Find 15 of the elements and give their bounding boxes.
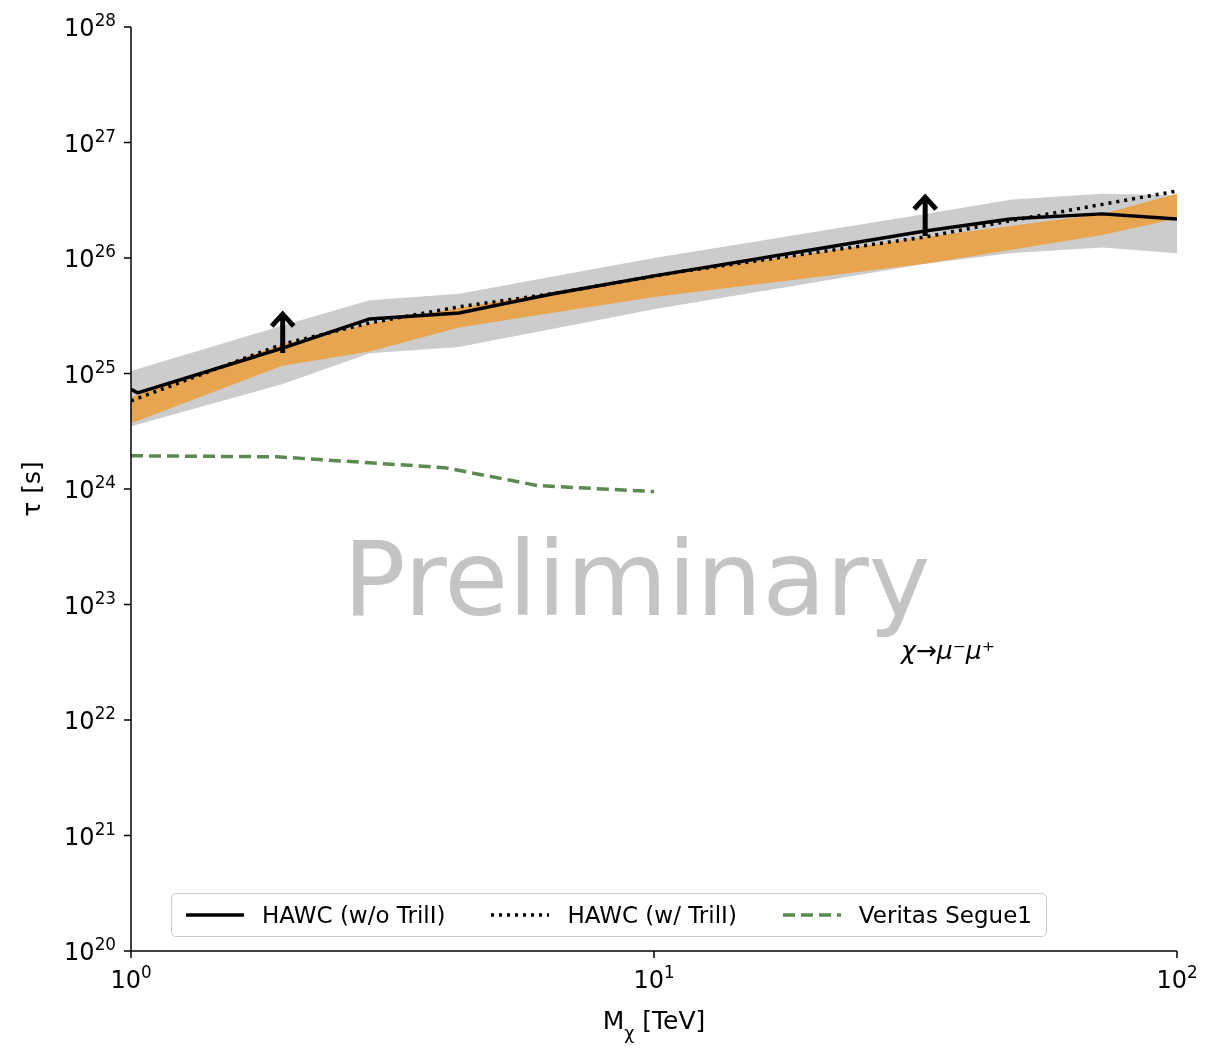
x-tick-label: 10$^{1}$ <box>633 962 675 994</box>
legend-label: Veritas Segue1 <box>858 902 1032 928</box>
x-tick-label: 10$^{2}$ <box>1156 962 1198 994</box>
legend-label: HAWC (w/ TrilI) <box>567 902 737 928</box>
y-tick-label: 10$^{27}$ <box>64 125 116 158</box>
y-tick-label: 10$^{23}$ <box>64 587 116 620</box>
y-tick-label: 10$^{25}$ <box>64 356 116 389</box>
x-axis-title: M$_{χ}$ [TeV] <box>602 1006 706 1043</box>
y-tick-label: 10$^{26}$ <box>64 241 116 273</box>
legend-label: HAWC (w/o TrilI) <box>262 902 446 928</box>
y-axis-title: τ [s] <box>17 461 46 517</box>
y-tick-label: 10$^{22}$ <box>64 703 116 735</box>
y-tick-label: 10$^{28}$ <box>64 10 116 42</box>
y-tick-label: 10$^{21}$ <box>64 818 116 851</box>
y-tick-label: 10$^{24}$ <box>64 472 116 504</box>
